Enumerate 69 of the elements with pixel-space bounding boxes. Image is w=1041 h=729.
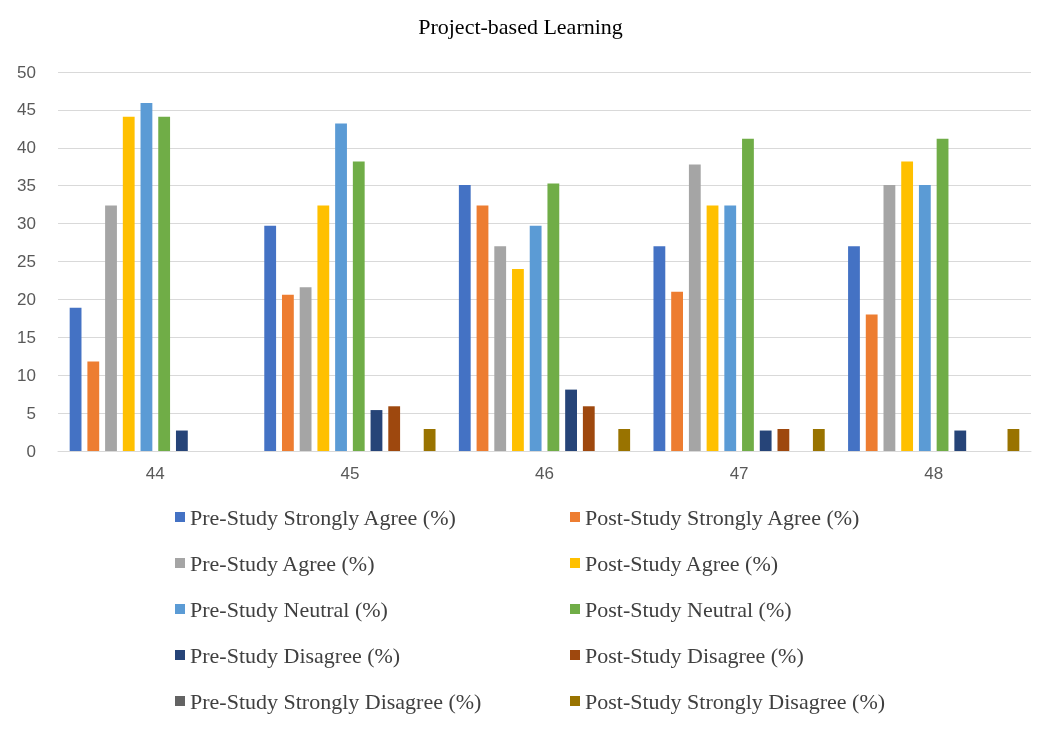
bar <box>140 103 153 451</box>
bar <box>122 116 135 451</box>
x-tick-label: 47 <box>729 464 749 483</box>
bar <box>724 205 737 451</box>
bar <box>865 314 878 451</box>
bar <box>388 406 401 451</box>
y-tick-label: 10 <box>17 365 36 385</box>
legend-label: Pre-Study Strongly Agree (%) <box>190 504 456 530</box>
legend-label: Pre-Study Strongly Disagree (%) <box>190 688 482 714</box>
bar <box>370 410 383 451</box>
bar <box>901 161 914 451</box>
bar <box>423 429 436 451</box>
x-tick-label: 48 <box>924 464 944 483</box>
y-tick-label: 5 <box>26 403 36 423</box>
y-tick-label: 15 <box>17 327 36 347</box>
bar <box>299 287 312 451</box>
bar <box>582 406 595 451</box>
y-tick-label: 20 <box>17 289 36 309</box>
bar <box>512 269 524 451</box>
bar <box>936 138 949 451</box>
bar <box>494 246 507 451</box>
legend-label: Pre-Study Neutral (%) <box>190 596 388 622</box>
x-tick-label: 46 <box>535 464 554 483</box>
y-tick-label: 25 <box>17 252 36 271</box>
bar <box>529 225 542 451</box>
bar <box>777 429 790 451</box>
bar <box>547 183 560 451</box>
legend-label: Pre-Study Disagree (%) <box>190 642 401 668</box>
bar <box>458 184 471 451</box>
bar <box>565 389 577 451</box>
bar <box>671 291 683 451</box>
bar <box>653 246 666 451</box>
bar <box>281 294 294 451</box>
bar <box>335 123 347 451</box>
legend-label: Post-Study Agree (%) <box>585 550 779 576</box>
legend-label: Pre-Study Agree (%) <box>190 550 375 576</box>
y-tick-label: 45 <box>17 100 36 120</box>
x-tick-label: 45 <box>340 464 360 483</box>
bar <box>954 430 967 451</box>
bar <box>264 225 277 451</box>
legend-label: Post-Study Disagree (%) <box>585 642 804 668</box>
y-tick-label: 40 <box>17 138 36 158</box>
bar <box>352 161 365 451</box>
y-tick-label: 50 <box>17 62 36 82</box>
bar <box>87 361 100 451</box>
bar <box>105 205 117 451</box>
bar <box>1007 429 1020 451</box>
bar <box>69 307 82 451</box>
bar <box>759 430 772 451</box>
bar <box>688 164 701 451</box>
y-tick-label: 35 <box>17 176 36 196</box>
legend-label: Post-Study Strongly Disagree (%) <box>585 688 886 714</box>
bar <box>618 429 631 451</box>
x-tick-label: 44 <box>145 464 165 483</box>
bar <box>317 205 330 451</box>
bar <box>742 138 754 451</box>
y-tick-label: 30 <box>17 214 36 234</box>
bar <box>812 429 825 451</box>
bar <box>918 184 931 451</box>
bar <box>848 246 860 451</box>
y-tick-label: 0 <box>26 441 36 461</box>
bar <box>883 184 896 451</box>
bar <box>706 205 719 451</box>
bar <box>476 205 489 451</box>
legend-label: Post-Study Neutral (%) <box>585 596 792 622</box>
chart-title: Project-based Learning <box>418 13 623 39</box>
bar <box>175 430 188 451</box>
bar <box>158 116 171 451</box>
legend-label: Post-Study Strongly Agree (%) <box>585 504 860 530</box>
